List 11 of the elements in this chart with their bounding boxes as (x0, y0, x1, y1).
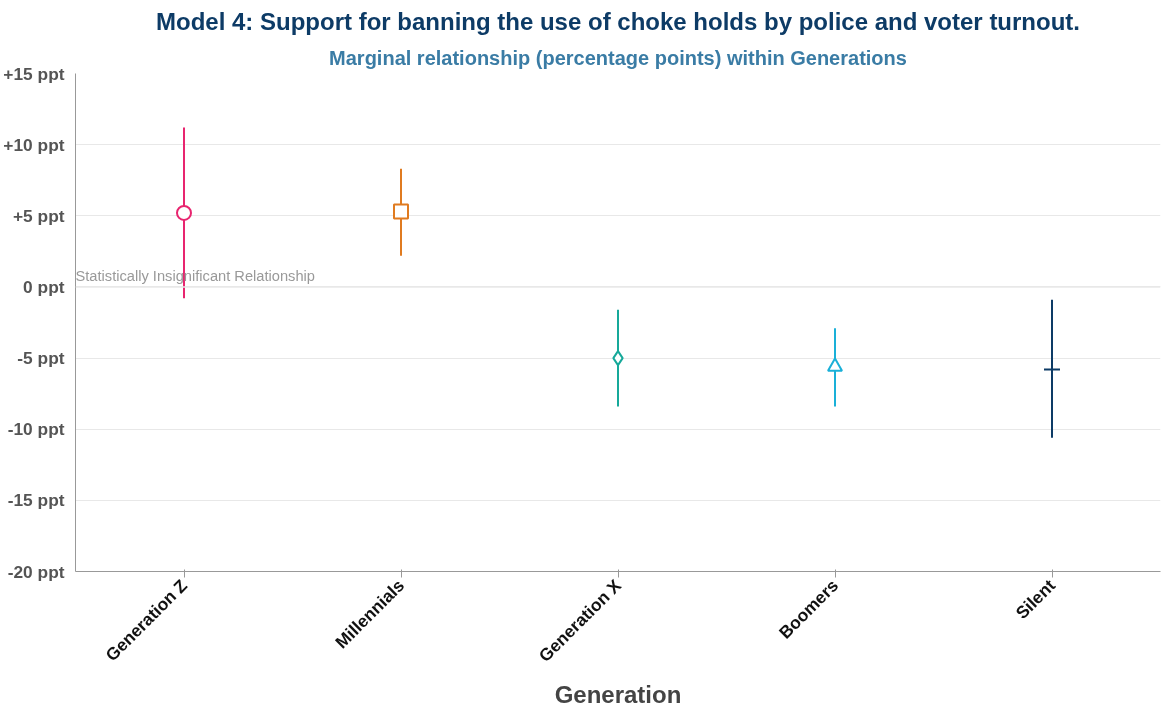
y-tick-label: +5 ppt (12, 205, 65, 226)
y-tick-label: -15 ppt (7, 490, 65, 511)
y-tick-label: +15 ppt (3, 63, 65, 84)
y-tick-label: -10 ppt (7, 419, 65, 440)
y-tick-label: -20 ppt (7, 561, 65, 582)
chart-subtitle: Marginal relationship (percentage points) within Generations (329, 46, 907, 69)
y-tick-label: -5 ppt (17, 348, 65, 369)
x-axis-title: Generation (554, 680, 682, 708)
chart-title: Model 4: Support for banning the use of choke holds by police and voter turnout. (155, 7, 1081, 35)
y-tick-label: 0 ppt (23, 276, 65, 297)
y-tick-label: +10 ppt (3, 134, 65, 155)
